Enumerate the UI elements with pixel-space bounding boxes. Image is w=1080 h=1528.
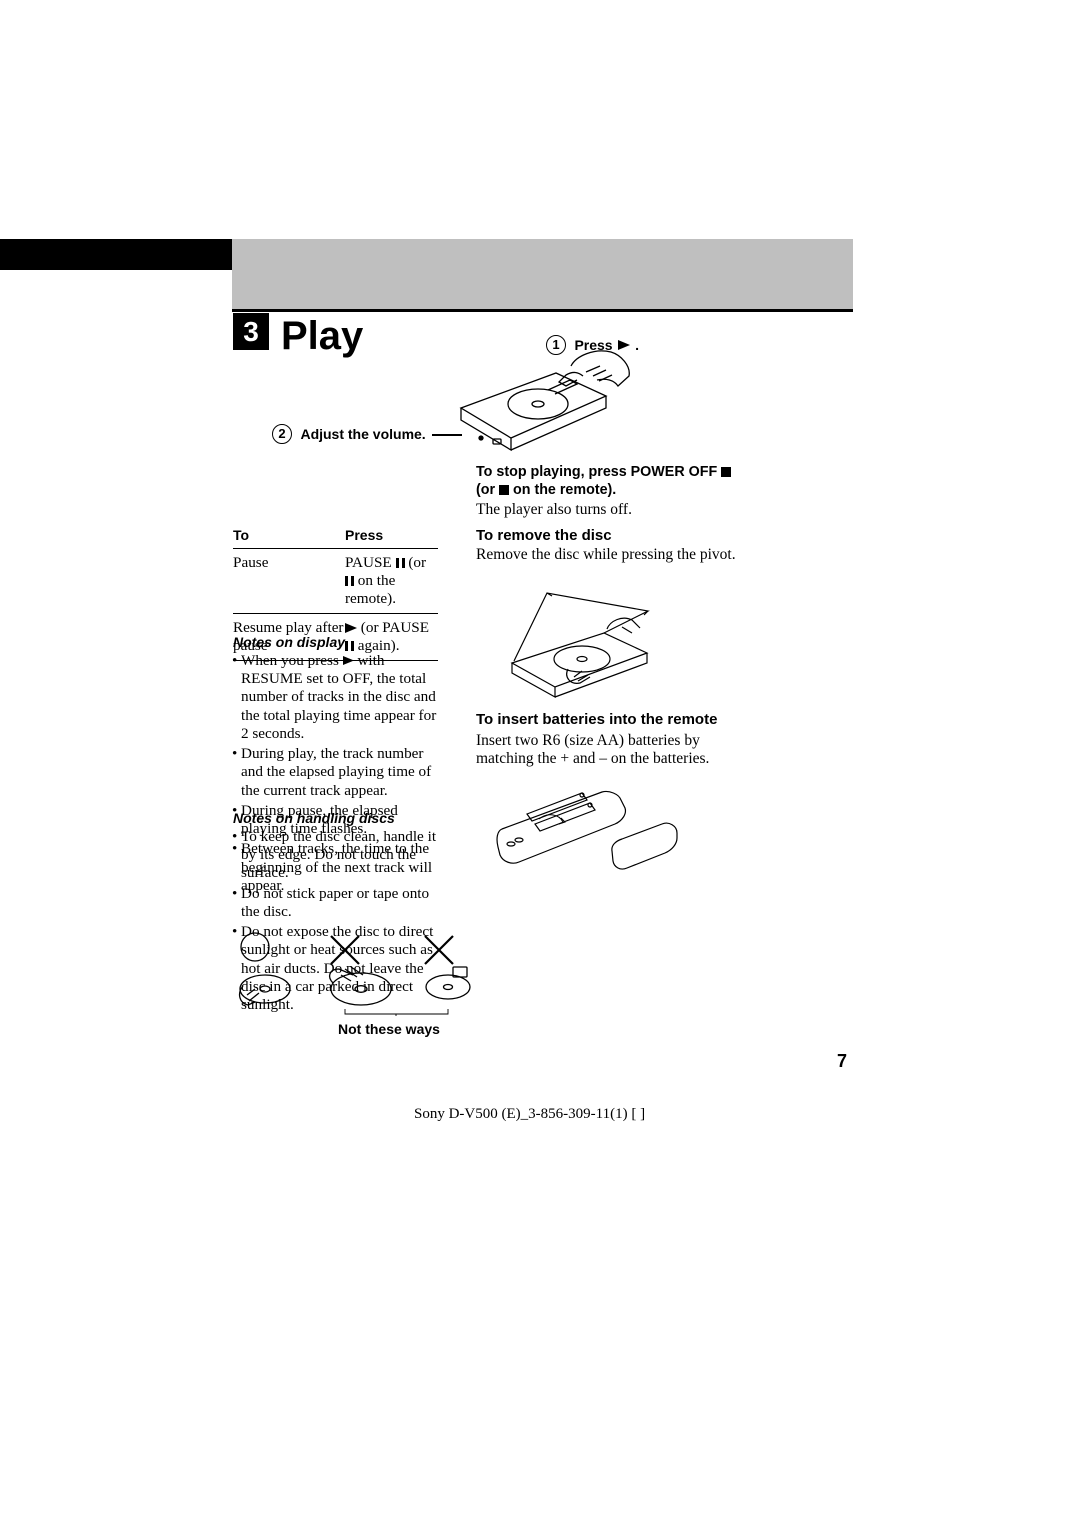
stop-icon <box>721 467 731 477</box>
remove-disc-section: To remove the disc Remove the disc while… <box>476 527 736 564</box>
not-these-ways-label: Not these ways <box>338 1021 440 1037</box>
pause-icon <box>396 558 405 568</box>
txt: PAUSE <box>345 554 396 571</box>
list-item: To keep the disc clean, handle it by its… <box>233 828 442 883</box>
header-rule <box>232 309 853 312</box>
page-number: 7 <box>837 1051 847 1072</box>
step-number-box: 3 <box>233 313 269 350</box>
remove-disc-title: To remove the disc <box>476 527 736 544</box>
remove-disc-illustration <box>492 585 682 705</box>
grey-header-bar <box>232 239 853 309</box>
callout-2-label: Adjust the volume. <box>300 426 425 442</box>
page: 3 Play 1 Press . 2 Adjust the volume. To… <box>0 0 1080 1528</box>
play-icon <box>345 623 357 633</box>
remove-disc-body: Remove the disc while pressing the pivot… <box>476 546 736 564</box>
pause-icon <box>345 576 354 586</box>
list-item: During play, the track number and the el… <box>233 745 442 800</box>
batteries-illustration <box>487 784 687 884</box>
list-item: When you press with RESUME set to OFF, t… <box>233 652 442 743</box>
black-header-bar <box>0 239 232 270</box>
play-icon <box>343 656 354 665</box>
table-row: Pause PAUSE (or on the remote). <box>233 549 438 613</box>
insert-batteries-body: Insert two R6 (size AA) batteries by mat… <box>476 732 756 768</box>
txt: (or <box>405 554 427 571</box>
list-item: Do not stick paper or tape onto the disc… <box>233 885 442 921</box>
insert-batteries-title: To insert batteries into the remote <box>476 711 756 730</box>
txt: When you press <box>241 652 343 669</box>
stop-icon <box>499 485 509 495</box>
notes-handling-title: Notes on handling discs <box>233 810 442 826</box>
table-header-press: Press <box>345 527 438 543</box>
player-illustration <box>446 338 646 458</box>
page-title: Play <box>281 314 363 359</box>
stop-l3: The player also turns off. <box>476 501 632 518</box>
insert-batteries-section: To insert batteries into the remote Inse… <box>476 711 756 768</box>
table-cell: Pause <box>233 554 345 608</box>
table-header-to: To <box>233 527 345 543</box>
stop-l2b: on the remote). <box>509 482 616 498</box>
footer-text: Sony D-V500 (E)_3-856-309-11(1) [ ] <box>414 1106 645 1123</box>
handling-illustration <box>233 931 473 1016</box>
table-cell: PAUSE (or on the remote). <box>345 554 438 608</box>
notes-display-title: Notes on display <box>233 634 442 650</box>
stop-instructions: To stop playing, press POWER OFF (or on … <box>476 464 852 520</box>
callout-2: 2 Adjust the volume. <box>272 424 426 444</box>
callout-2-number: 2 <box>272 424 292 444</box>
stop-l2a: (or <box>476 482 499 498</box>
stop-l1a: To stop playing, press POWER OFF <box>476 464 721 480</box>
